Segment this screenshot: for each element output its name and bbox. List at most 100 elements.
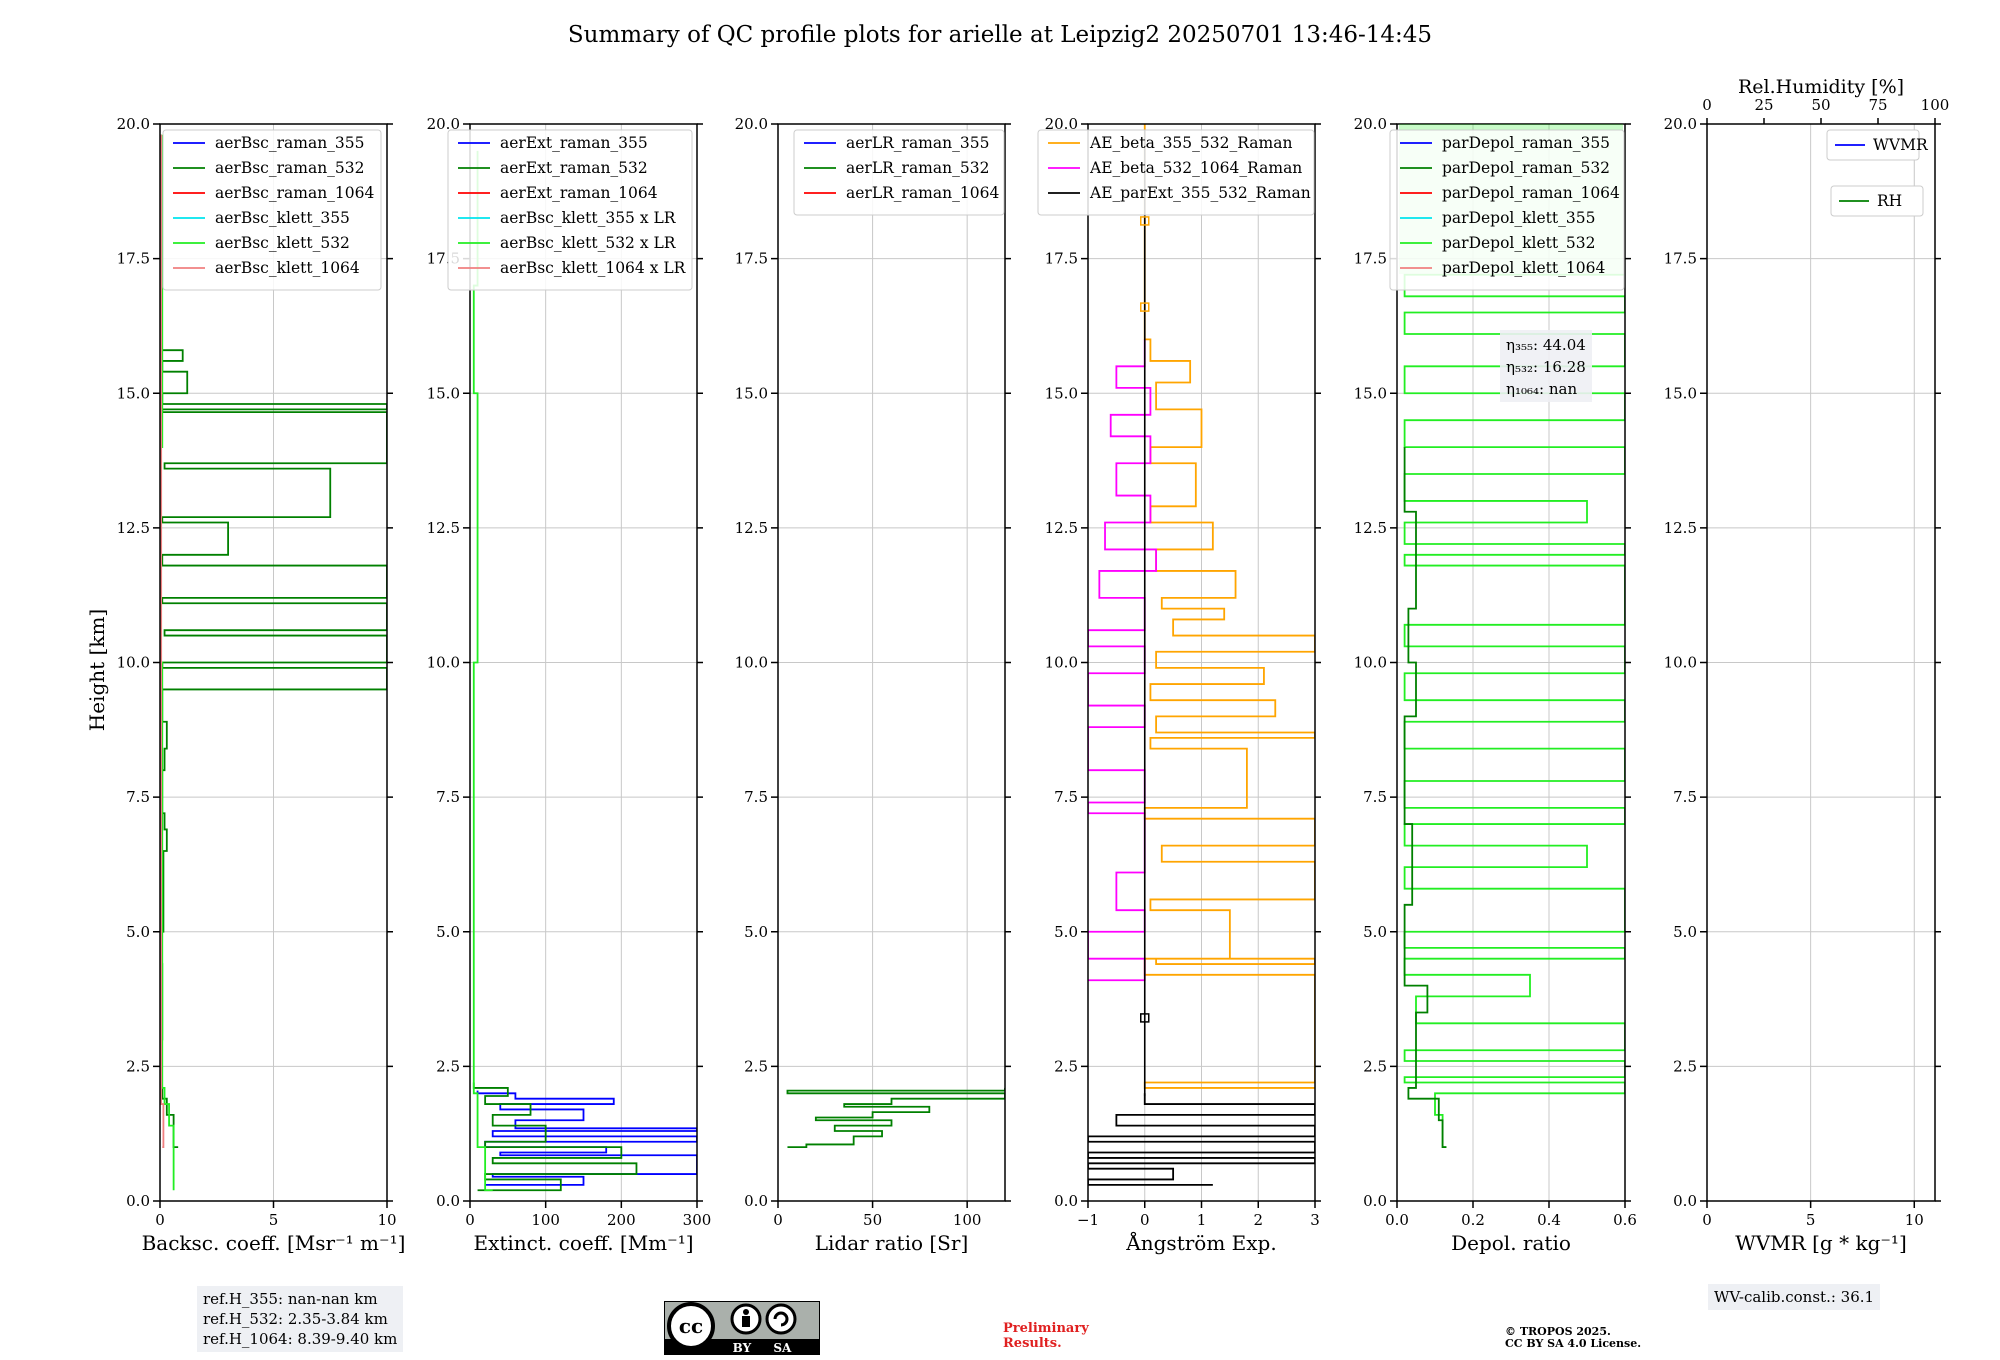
backscatter-ytick-label: 12.5: [117, 519, 150, 537]
angstrom-ytick-label: 0.0: [1054, 1192, 1078, 1210]
wv-ytick-label: 0.0: [1673, 1192, 1697, 1210]
backscatter-frame: [159, 123, 388, 1202]
angstrom-ytick-label: 10.0: [1045, 654, 1078, 672]
depol-ytick-label: 2.5: [1363, 1057, 1387, 1075]
depol-xtick-label: 0.2: [1461, 1211, 1485, 1229]
legend-entry: aerExt_raman_1064: [500, 184, 658, 202]
wv-legend-entry: WVMR: [1873, 136, 1929, 154]
backscatter-ytick-label: 20.0: [117, 115, 150, 133]
extinction-xtick-label: 300: [683, 1211, 712, 1229]
angstrom-ytick-label: 17.5: [1045, 250, 1078, 268]
extinction-xtick-label: 0: [465, 1211, 475, 1229]
figure-title: Summary of QC profile plots for arielle …: [567, 22, 1433, 48]
legend-entry: aerExt_raman_355: [500, 134, 648, 152]
legend-frame: [793, 129, 1005, 216]
wv-legend-frame: [1826, 129, 1920, 161]
backscatter-ytick-label: 7.5: [126, 788, 150, 806]
lidar_ratio-ytick-label: 5.0: [744, 923, 768, 941]
depol-ytick-label: 12.5: [1354, 519, 1387, 537]
legend-entry: aerBsc_klett_1064 x LR: [500, 259, 687, 277]
eta-annotation-box: [1500, 330, 1592, 402]
lidar_ratio-ytick-label: 10.0: [735, 654, 768, 672]
series-aerBsc_klett_532: [160, 134, 175, 1191]
wv-ytick-label: 17.5: [1664, 250, 1697, 268]
angstrom-xtick-label: 3: [1310, 1211, 1320, 1229]
legend-entry: aerBsc_klett_355 x LR: [500, 209, 677, 227]
angstrom-xtick-label: 0: [1140, 1211, 1150, 1229]
lidar_ratio-panel: [771, 123, 1011, 1208]
wv-legend-frame: [1830, 185, 1924, 217]
wv-legend-entry: RH: [1877, 192, 1902, 210]
lidar_ratio-ytick-label: 17.5: [735, 250, 768, 268]
legend-entry: aerBsc_raman_532: [215, 159, 365, 177]
legend-entry: parDepol_klett_1064: [1442, 259, 1605, 277]
legend-entry: AE_beta_532_1064_Raman: [1089, 159, 1302, 177]
legend-entry: aerExt_raman_532: [500, 159, 648, 177]
angstrom-ytick-label: 7.5: [1054, 788, 1078, 806]
wv-xtick-label: 10: [1905, 1211, 1924, 1229]
series-AE_parExt_355_532_Raman: [1088, 1093, 1315, 1186]
eta-annotation: η₃₅₅: 44.04: [1506, 336, 1586, 354]
angstrom-ytick-label: 20.0: [1045, 115, 1078, 133]
backscatter-ytick-label: 5.0: [126, 923, 150, 941]
wv-top-xtick-label: 100: [1921, 96, 1950, 114]
backscatter-panel: [153, 123, 393, 1208]
angstrom-xlabel: Ångström Exp.: [1125, 1230, 1276, 1255]
legend-entry: AE_parExt_355_532_Raman: [1089, 184, 1311, 202]
ref-h-355: ref.H_355: nan-nan km: [203, 1290, 378, 1308]
lidar_ratio-ytick-label: 2.5: [744, 1057, 768, 1075]
ae-marker: [1140, 216, 1150, 226]
legend-entry: aerBsc_klett_532 x LR: [500, 234, 677, 252]
extinction-ytick-label: 10.0: [427, 654, 460, 672]
eta-annotation: η₅₃₂: 16.28: [1506, 358, 1586, 376]
depol-ytick-label: 15.0: [1354, 384, 1387, 402]
angstrom-xtick-label: 1: [1197, 1211, 1207, 1229]
wv-xtick-label: 0: [1702, 1211, 1712, 1229]
copyright-note: © TROPOS 2025. CC BY SA 4.0 License.: [1505, 1325, 1642, 1350]
creative-commons-icon: cc BY SA: [663, 1300, 821, 1356]
wv-calib-box: WV-calib.const.: 36.1: [1708, 1284, 1881, 1310]
legend-entry: aerLR_raman_1064: [846, 184, 999, 202]
wv-ytick-label: 7.5: [1673, 788, 1697, 806]
legend-entry: parDepol_raman_1064: [1442, 184, 1620, 202]
angstrom-frame: [1087, 123, 1316, 1202]
backscatter-ytick-label: 10.0: [117, 654, 150, 672]
angstrom-xtick-label: −1: [1077, 1211, 1099, 1229]
ref-h-1064: ref.H_1064: 8.39-9.40 km: [203, 1330, 398, 1348]
legend-entry: AE_beta_355_532_Raman: [1089, 134, 1292, 152]
backscatter-ytick-label: 0.0: [126, 1192, 150, 1210]
backscatter-xtick-label: 0: [155, 1211, 165, 1229]
extinction-panel: [463, 123, 703, 1208]
wv-top-xtick-label: 75: [1868, 96, 1887, 114]
extinction-ytick-label: 2.5: [436, 1057, 460, 1075]
legend-entry: aerBsc_klett_355: [215, 209, 350, 227]
extinction-frame: [469, 123, 698, 1202]
angstrom-ytick-label: 15.0: [1045, 384, 1078, 402]
legend-entry: aerBsc_klett_532: [215, 234, 350, 252]
depol-xtick-label: 0.4: [1537, 1211, 1561, 1229]
legend-entry: aerBsc_klett_1064: [215, 259, 360, 277]
ae-marker: [1140, 1013, 1150, 1023]
series-aerBsc_klett_1064: [160, 134, 165, 1149]
wv-top-xtick-label: 25: [1754, 96, 1773, 114]
legend: [162, 129, 382, 291]
series-aerBsc_klett_532 x LR: [472, 150, 493, 1192]
wv-ytick-label: 15.0: [1664, 384, 1697, 402]
lidar_ratio-xlabel: Lidar ratio [Sr]: [815, 1231, 969, 1255]
reference-height-box: ref.H_355: nan-nan km ref.H_532: 2.35-3.…: [197, 1286, 404, 1352]
extinction-xtick-label: 100: [531, 1211, 560, 1229]
profile-plots: Height [km] 0 5 100.02.55.07.510.012.515.0…: [85, 76, 1950, 1255]
wv-ytick-label: 2.5: [1673, 1057, 1697, 1075]
wv-panel: [1700, 123, 1941, 1208]
legend: [447, 129, 693, 291]
svg-text:cc: cc: [679, 1314, 703, 1338]
depol-panel: [1390, 123, 1631, 1208]
depol-frame: [1396, 123, 1626, 1202]
depol-xtick-label: 0.0: [1385, 1211, 1409, 1229]
extinction-xlabel: Extinct. coeff. [Mm⁻¹]: [473, 1231, 693, 1255]
extinction-ytick-label: 15.0: [427, 384, 460, 402]
svg-text:BY SA: BY SA: [733, 1341, 792, 1355]
backscatter-xlabel: Backsc. coeff. [Msr⁻¹ m⁻¹]: [142, 1231, 406, 1255]
angstrom-ytick-label: 2.5: [1054, 1057, 1078, 1075]
wv-ytick-label: 12.5: [1664, 519, 1697, 537]
